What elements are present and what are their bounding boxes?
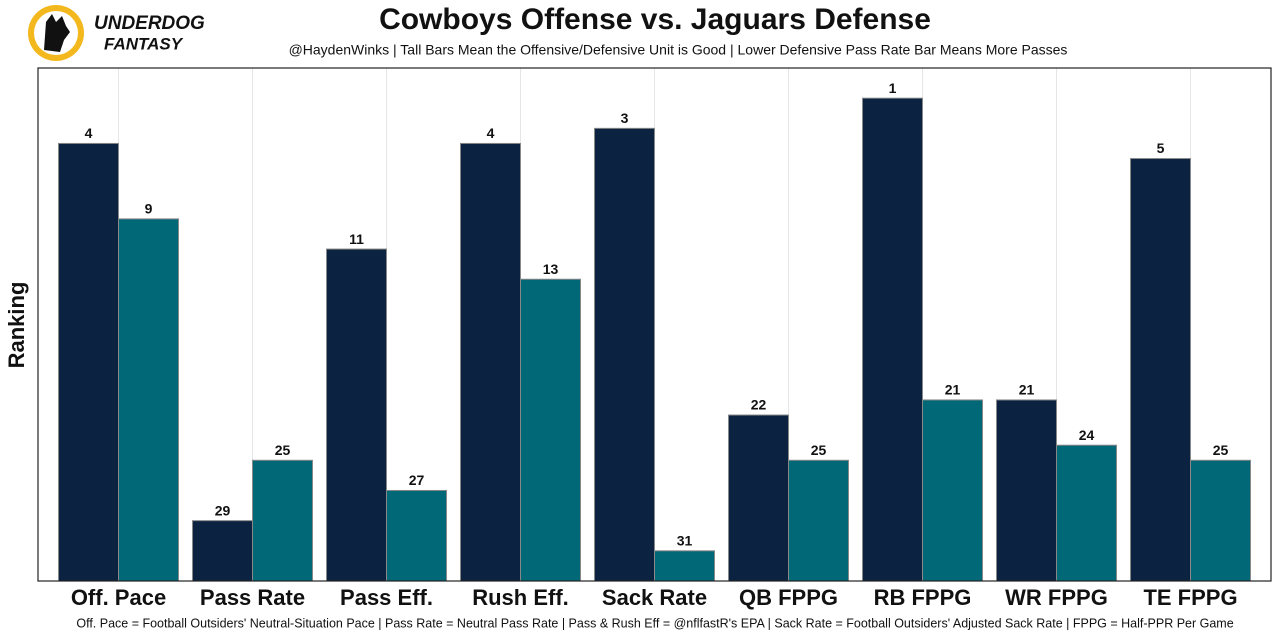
- value-label: 9: [145, 201, 153, 217]
- x-tick-label: Rush Eff.: [472, 585, 569, 610]
- value-label: 25: [811, 442, 827, 458]
- bar: [1190, 459, 1251, 582]
- value-label: 29: [215, 502, 231, 518]
- bar: [922, 399, 983, 582]
- logo: UNDERDOG FANTASY: [28, 5, 205, 61]
- bar: [788, 459, 849, 582]
- value-label: 25: [1213, 442, 1229, 458]
- value-label: 24: [1079, 427, 1095, 443]
- bar: [460, 142, 521, 582]
- plot-border: [37, 67, 1272, 582]
- x-tick-label: Pass Eff.: [340, 585, 433, 610]
- chart-subtitle: @HaydenWinks | Tall Bars Mean the Offens…: [289, 42, 1068, 58]
- bar: [1130, 158, 1191, 582]
- bar: [58, 142, 119, 582]
- x-tick-label: Sack Rate: [602, 585, 707, 610]
- x-tick-label: QB FPPG: [739, 585, 838, 610]
- logo-dog: [44, 14, 70, 52]
- value-label: 27: [409, 472, 425, 488]
- value-label: 11: [349, 231, 364, 247]
- value-label: 1: [889, 80, 897, 96]
- bar: [996, 399, 1057, 582]
- x-tick-label: RB FPPG: [874, 585, 972, 610]
- value-label: 22: [751, 397, 767, 413]
- bar: [728, 414, 789, 582]
- bar: [520, 278, 581, 582]
- value-label: 21: [945, 382, 961, 398]
- bar: [862, 97, 923, 582]
- value-label: 25: [275, 442, 291, 458]
- x-tick-label: TE FPPG: [1143, 585, 1237, 610]
- chart-title: Cowboys Offense vs. Jaguars Defense: [379, 3, 931, 36]
- logo-text: FANTASY: [104, 34, 184, 53]
- value-label: 5: [1157, 140, 1165, 156]
- logo-text: UNDERDOG: [94, 13, 205, 34]
- value-label: 21: [1019, 382, 1035, 398]
- value-label: 13: [543, 261, 559, 277]
- x-tick-label: Off. Pace: [71, 585, 166, 610]
- value-label: 31: [677, 533, 693, 549]
- bar: [192, 520, 253, 582]
- value-label: 4: [85, 125, 93, 141]
- x-tick-label: Pass Rate: [200, 585, 305, 610]
- y-axis-label: Ranking: [4, 282, 29, 369]
- x-tick-label: WR FPPG: [1005, 585, 1108, 610]
- bar: [594, 127, 655, 582]
- bar: [252, 459, 313, 582]
- bar: [326, 248, 387, 582]
- bar: [654, 550, 715, 582]
- bar: [386, 489, 447, 582]
- bar: [118, 218, 179, 582]
- plot: Off. Pace 4 9 Pass Rate 29 25 Pass Eff. 11 27 Rus…: [58, 68, 1251, 610]
- bar: [1056, 444, 1117, 582]
- value-label: 4: [487, 125, 495, 141]
- footnote: Off. Pace = Football Outsiders' Neutral-…: [76, 616, 1233, 630]
- value-label: 3: [621, 110, 629, 126]
